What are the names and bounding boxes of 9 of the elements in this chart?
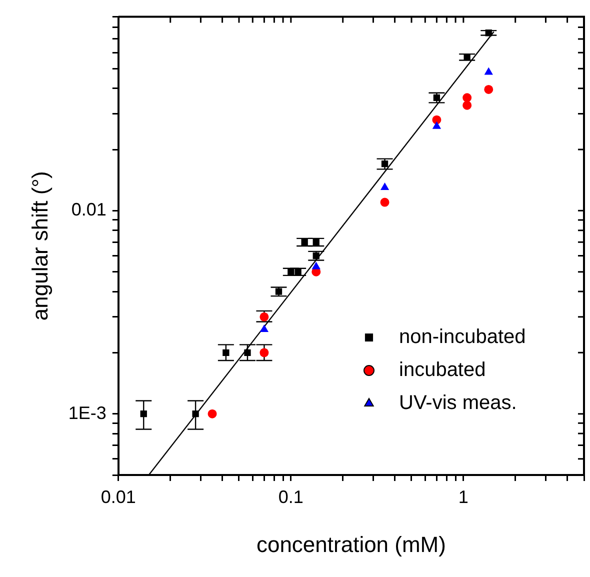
legend-label: non-incubated: [399, 326, 526, 348]
y-tick-label: 1E-3: [68, 402, 106, 423]
x-tick-label: 0.01: [100, 486, 136, 507]
x-tick-label: 0.1: [278, 486, 304, 507]
legend-label: UV-vis meas.: [399, 392, 517, 414]
y-axis-title: angular shift (°): [27, 171, 52, 321]
x-tick-label: 1: [458, 486, 468, 507]
x-axis-title: concentration (mM): [256, 532, 446, 557]
legend-label: incubated: [399, 359, 486, 382]
